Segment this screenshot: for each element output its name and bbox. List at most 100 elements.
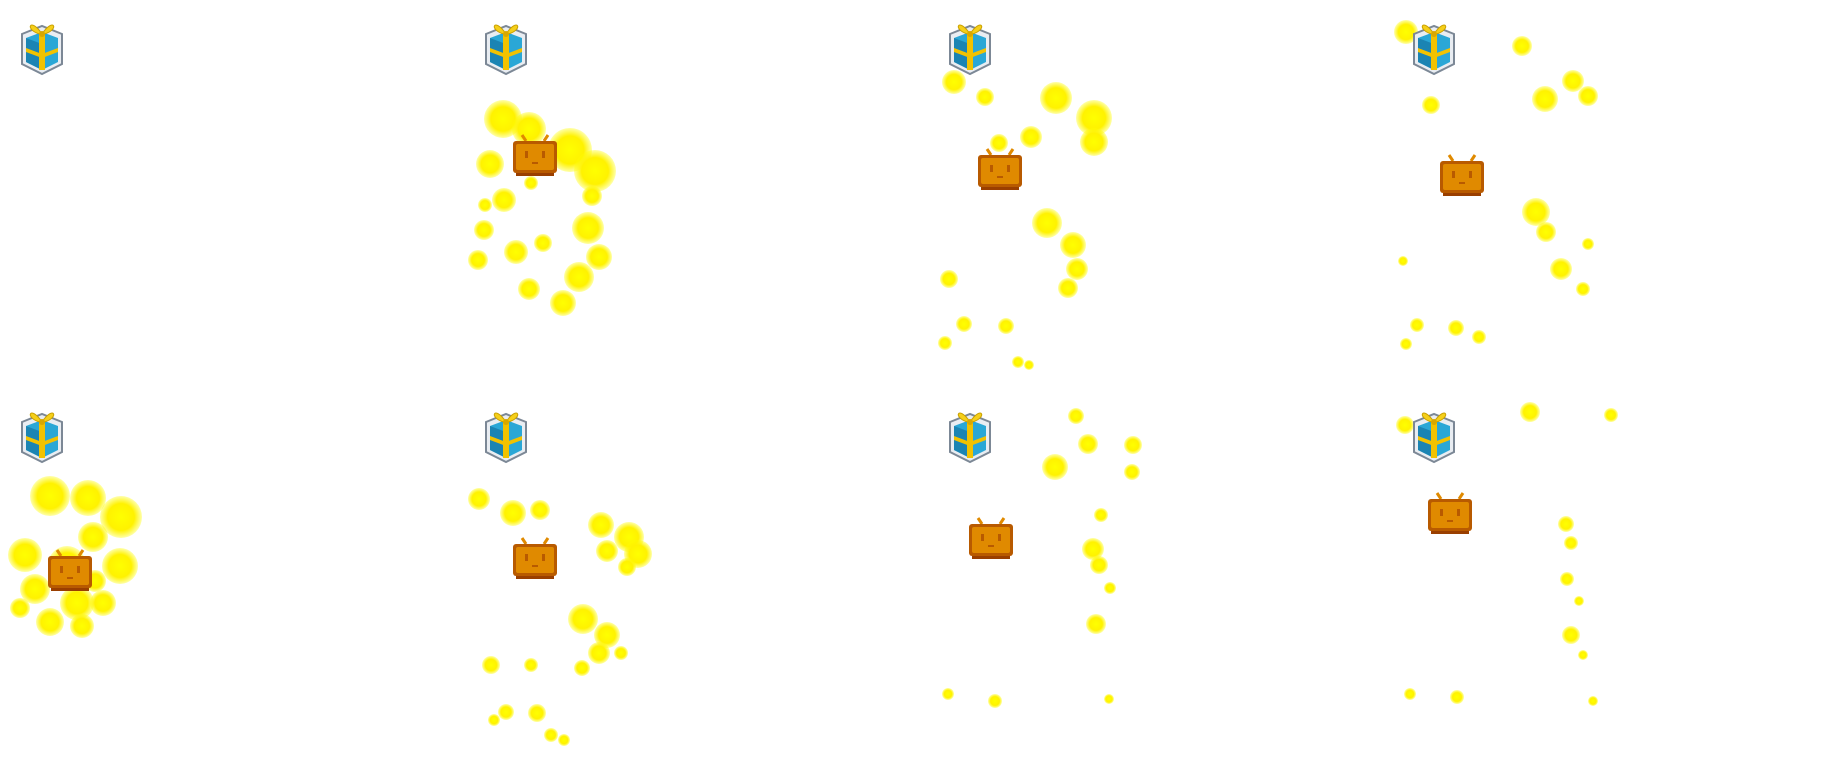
sparkle-particle: [468, 488, 490, 510]
sparkle-particle: [528, 704, 546, 722]
sparkle-particle: [1564, 536, 1578, 550]
gift-box-icon: [1406, 400, 1462, 466]
sparkle-particle: [524, 658, 538, 672]
sparkle-particle: [492, 188, 516, 212]
sparkle-particle: [1104, 582, 1116, 594]
sparkle-particle: [1472, 330, 1486, 344]
gift-box-icon: [14, 400, 70, 466]
tv-mascot-icon: [966, 516, 1016, 562]
sparkle-particle: [1396, 416, 1414, 434]
sparkle-particle: [942, 688, 954, 700]
sparkle-particle: [1012, 356, 1024, 368]
gift-box-icon: [14, 12, 70, 78]
gift-box-icon: [942, 400, 998, 466]
sparkle-particle: [524, 176, 538, 190]
tv-mascot-icon: [975, 147, 1025, 193]
sparkle-particle: [1020, 126, 1042, 148]
sparkle-particle: [588, 642, 610, 664]
sparkle-particle: [618, 558, 636, 576]
animation-frame-3: [928, 0, 1388, 388]
sparkle-particle: [1532, 86, 1558, 112]
sparkle-particle: [504, 240, 528, 264]
sparkle-particle: [940, 270, 958, 288]
sparkle-particle: [588, 512, 614, 538]
sparkle-particle: [468, 250, 488, 270]
sparkle-particle: [1024, 360, 1034, 370]
animation-frame-5: [0, 388, 460, 776]
tv-mascot-icon: [45, 548, 95, 594]
sparkle-particle: [8, 538, 42, 572]
tv-mascot-icon: [1437, 153, 1487, 199]
sparkle-particle: [1562, 70, 1584, 92]
sparkle-particle: [568, 604, 598, 634]
sparkle-particle: [534, 234, 552, 252]
sparkle-particle: [1448, 320, 1464, 336]
sparkle-particle: [1068, 408, 1084, 424]
sparkle-particle: [1124, 464, 1140, 480]
sparkle-particle: [1574, 596, 1584, 606]
sparkle-particle: [1080, 128, 1108, 156]
sparkle-particle: [78, 522, 108, 552]
animation-frame-7: [928, 388, 1388, 776]
sparkle-particle: [478, 198, 492, 212]
sparkle-particle: [586, 244, 612, 270]
sparkle-particle: [530, 500, 550, 520]
sparkle-particle: [10, 598, 30, 618]
sparkle-particle: [558, 734, 570, 746]
sparkle-particle: [36, 608, 64, 636]
sparkle-particle: [1550, 258, 1572, 280]
sparkle-particle: [1060, 232, 1086, 258]
sparkle-particle: [1582, 238, 1594, 250]
sparkle-particle: [988, 694, 1002, 708]
sparkle-particle: [500, 500, 526, 526]
sparkle-particle: [1066, 258, 1088, 280]
tv-mascot-icon: [1425, 491, 1475, 537]
sparkle-particle: [574, 150, 616, 192]
sparkle-particle: [1512, 36, 1532, 56]
sparkle-particle: [476, 150, 504, 178]
sparkle-particle: [474, 220, 494, 240]
sparkle-particle: [998, 318, 1014, 334]
sparkle-particle: [1578, 86, 1598, 106]
sparkle-particle: [1104, 694, 1114, 704]
sparkle-particle: [30, 476, 70, 516]
sparkle-particle: [512, 112, 546, 146]
sparkle-particle: [956, 316, 972, 332]
gift-box-icon: [478, 400, 534, 466]
sparkle-particle: [564, 262, 594, 292]
sparkle-particle: [550, 290, 576, 316]
sparkle-particle: [1422, 96, 1440, 114]
sparkle-particle: [1562, 626, 1580, 644]
sparkle-particle: [1520, 402, 1540, 422]
gift-box-icon: [478, 12, 534, 78]
sparkle-particle: [976, 88, 994, 106]
animation-frame-6: [464, 388, 924, 776]
sparkle-particle: [1522, 198, 1550, 226]
sparkle-particle: [488, 714, 500, 726]
sparkle-particle: [574, 660, 590, 676]
sparkle-particle: [1124, 436, 1142, 454]
sparkle-particle: [90, 590, 116, 616]
sparkle-particle: [1536, 222, 1556, 242]
sparkle-particle: [938, 336, 952, 350]
sparkle-particle: [1450, 690, 1464, 704]
sparkle-particle: [1090, 556, 1108, 574]
sparkle-particle: [1404, 688, 1416, 700]
sparkle-particle: [70, 614, 94, 638]
sparkle-particle: [544, 728, 558, 742]
sparkle-particle: [1604, 408, 1618, 422]
sparkle-particle: [942, 70, 966, 94]
sparkle-particle: [482, 656, 500, 674]
sparkle-particle: [1040, 82, 1072, 114]
sparkle-particle: [1078, 434, 1098, 454]
sparkle-particle: [1558, 516, 1574, 532]
sparkle-particle: [1086, 614, 1106, 634]
animation-frame-1: [0, 0, 460, 388]
sparkle-particle: [1410, 318, 1424, 332]
sparkle-particle: [1058, 278, 1078, 298]
sparkle-particle: [1032, 208, 1062, 238]
tv-mascot-icon: [510, 536, 560, 582]
animation-frame-2: [464, 0, 924, 388]
animation-frame-4: [1392, 0, 1843, 388]
